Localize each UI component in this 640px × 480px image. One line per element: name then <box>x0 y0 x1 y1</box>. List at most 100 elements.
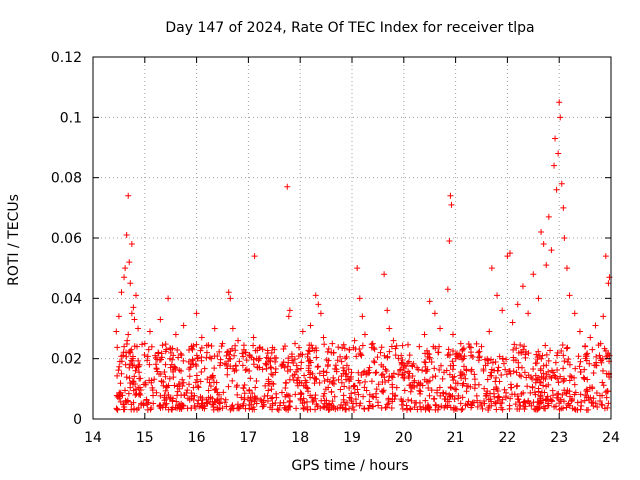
data-point <box>227 355 234 362</box>
data-point <box>116 395 123 402</box>
data-point <box>348 369 355 376</box>
data-point <box>197 347 204 354</box>
data-point <box>342 355 349 362</box>
data-point <box>544 402 551 409</box>
data-point <box>453 386 460 393</box>
data-point <box>276 402 283 409</box>
data-point <box>561 387 568 394</box>
data-point <box>406 352 413 359</box>
data-point <box>426 392 433 399</box>
data-point <box>343 362 350 369</box>
data-point <box>325 345 332 352</box>
data-point <box>589 346 596 353</box>
data-point <box>198 334 205 341</box>
data-point <box>328 349 335 356</box>
data-point <box>184 387 191 394</box>
data-point <box>198 344 205 351</box>
data-point <box>375 381 382 388</box>
data-point <box>180 379 187 386</box>
data-point <box>135 325 142 332</box>
data-point <box>165 295 172 302</box>
data-point <box>280 399 287 406</box>
data-point <box>405 396 412 403</box>
data-point <box>442 402 449 409</box>
data-point <box>124 397 131 404</box>
data-point <box>269 402 276 409</box>
data-point <box>451 373 458 380</box>
data-point <box>529 383 536 390</box>
data-point <box>160 401 167 408</box>
data-point <box>436 343 443 350</box>
data-point <box>536 379 543 386</box>
data-point <box>170 374 177 381</box>
data-point <box>370 358 377 365</box>
data-point <box>341 367 348 374</box>
data-point <box>488 265 495 272</box>
data-point <box>419 367 426 374</box>
data-point <box>271 346 278 353</box>
data-point <box>246 401 253 408</box>
data-point <box>416 343 423 350</box>
data-point <box>551 403 558 410</box>
data-point <box>189 357 196 364</box>
data-point <box>193 341 200 348</box>
data-point <box>144 357 151 364</box>
data-point <box>113 328 120 335</box>
data-point <box>213 386 220 393</box>
data-point <box>422 359 429 366</box>
data-point <box>515 364 522 371</box>
data-point <box>122 387 129 394</box>
data-point <box>217 400 224 407</box>
data-point <box>194 383 201 390</box>
data-point <box>137 375 144 382</box>
data-point <box>548 398 555 405</box>
data-point <box>284 363 291 370</box>
data-point <box>192 379 199 386</box>
data-point <box>165 392 172 399</box>
data-point <box>486 402 493 409</box>
y-tick-label: 0.1 <box>60 110 82 126</box>
data-point <box>408 397 415 404</box>
data-point <box>125 390 132 397</box>
data-point <box>346 377 353 384</box>
data-point <box>517 342 524 349</box>
data-point <box>484 376 491 383</box>
data-point <box>224 371 231 378</box>
data-point <box>491 367 498 374</box>
data-point <box>472 381 479 388</box>
data-point <box>214 389 221 396</box>
data-point <box>274 406 281 413</box>
data-point <box>390 370 397 377</box>
data-point <box>282 379 289 386</box>
data-point <box>548 375 555 382</box>
data-point <box>157 404 164 411</box>
data-point <box>256 344 263 351</box>
data-point <box>361 368 368 375</box>
data-point <box>582 353 589 360</box>
data-point <box>114 372 121 379</box>
data-point <box>234 391 241 398</box>
data-point <box>123 353 130 360</box>
data-point <box>184 405 191 412</box>
data-point <box>251 396 258 403</box>
data-point <box>254 364 261 371</box>
data-point <box>335 344 342 351</box>
data-point <box>451 385 458 392</box>
data-point <box>407 388 414 395</box>
data-point <box>306 371 313 378</box>
data-point <box>547 347 554 354</box>
data-point <box>326 401 333 408</box>
data-point <box>417 388 424 395</box>
data-point <box>289 353 296 360</box>
data-point <box>166 375 173 382</box>
data-point <box>320 372 327 379</box>
x-tick-labels: 14 15 16 17 18 19 20 21 22 23 24 <box>84 430 620 446</box>
data-point <box>205 387 212 394</box>
data-point <box>285 313 292 320</box>
data-point <box>169 395 176 402</box>
data-point <box>474 403 481 410</box>
data-point <box>272 358 279 365</box>
data-point <box>163 346 170 353</box>
data-point <box>361 331 368 338</box>
data-point <box>305 367 312 374</box>
